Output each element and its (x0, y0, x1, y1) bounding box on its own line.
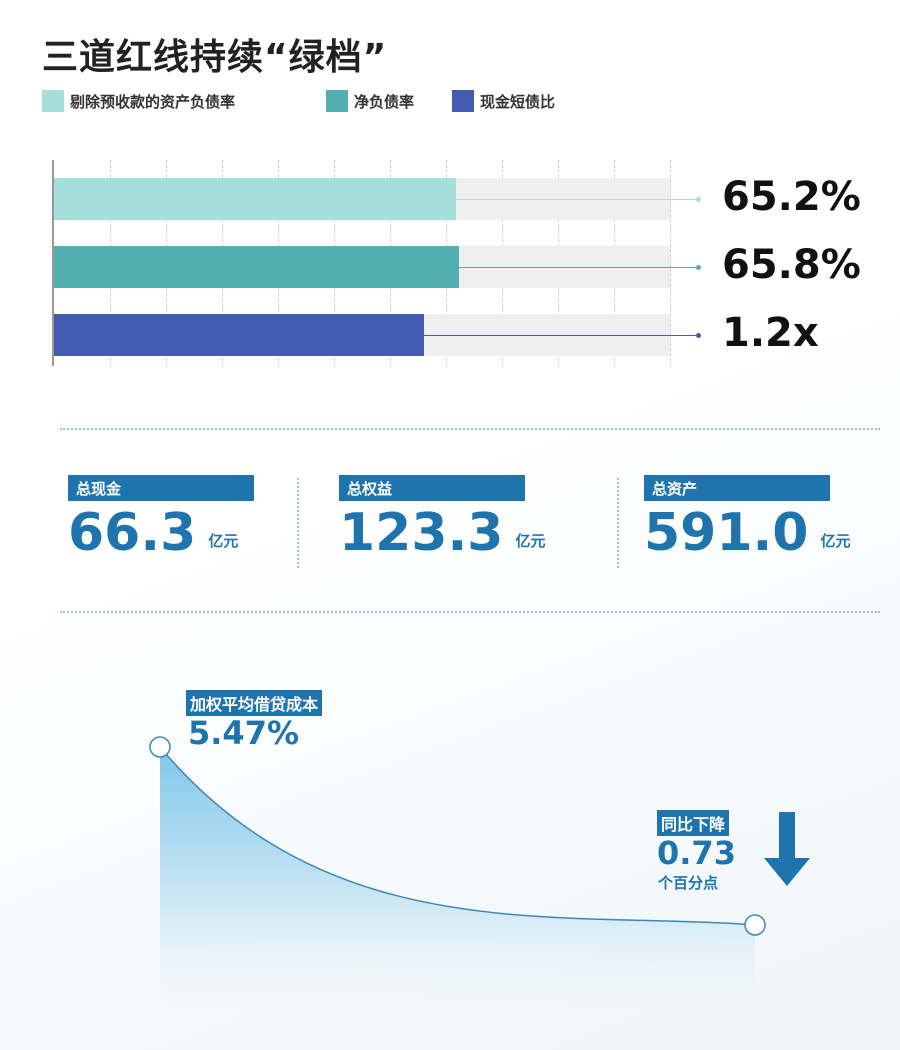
bar (54, 246, 460, 288)
legend-item: 净负债率 (326, 90, 414, 112)
bar-value-label: 1.2x (722, 310, 819, 356)
arrow-down-icon (764, 812, 810, 886)
leader-line (423, 335, 698, 336)
bar (54, 314, 424, 356)
stat-label: 总权益 (339, 475, 525, 501)
legend-swatch (326, 90, 348, 112)
legend-swatch (452, 90, 474, 112)
legend-label: 剔除预收款的资产负债率 (70, 92, 236, 111)
leader-dot (696, 333, 701, 338)
stat-unit: 亿元 (515, 532, 546, 550)
cost-value: 5.47% (188, 714, 300, 752)
page-title: 三道红线持续“绿档” (42, 37, 388, 78)
bar-value-label: 65.2% (722, 174, 861, 220)
cost-label: 加权平均借贷成本 (186, 690, 323, 716)
legend-label: 净负债率 (354, 92, 415, 111)
legend-swatch (42, 90, 64, 112)
leader-line (459, 267, 698, 268)
leader-dot (696, 197, 701, 202)
stat-value: 591.0 (644, 503, 809, 563)
curve-area (160, 747, 755, 1030)
divider (297, 478, 299, 568)
divider (60, 428, 880, 430)
stat-label: 总资产 (644, 475, 830, 501)
chart-axis (52, 160, 54, 366)
end-point (744, 914, 766, 936)
legend-label: 现金短债比 (480, 92, 556, 111)
change-label: 同比下降 (657, 810, 730, 836)
legend-item: 现金短债比 (452, 90, 555, 112)
legend-item: 剔除预收款的资产负债率 (42, 90, 235, 112)
stat: 591.0 亿元 (644, 503, 851, 563)
change-value: 0.73 (657, 834, 736, 872)
cost-curve (149, 736, 766, 1030)
divider (617, 478, 619, 568)
stat-value: 123.3 (339, 503, 504, 563)
stat-unit: 亿元 (208, 532, 239, 550)
gridline (670, 160, 671, 366)
stat-unit: 亿元 (820, 532, 851, 550)
start-point (149, 736, 171, 758)
stat-value: 66.3 (68, 503, 197, 563)
stat-label: 总现金 (68, 475, 254, 501)
stat: 66.3 亿元 (68, 503, 238, 563)
curve-line (159, 746, 756, 926)
bar (54, 178, 456, 220)
leader-dot (696, 265, 701, 270)
divider (60, 611, 880, 613)
bar-value-label: 65.8% (722, 242, 861, 288)
stat: 123.3 亿元 (339, 503, 546, 563)
leader-line (455, 199, 698, 200)
change-unit: 个百分点 (658, 874, 719, 892)
